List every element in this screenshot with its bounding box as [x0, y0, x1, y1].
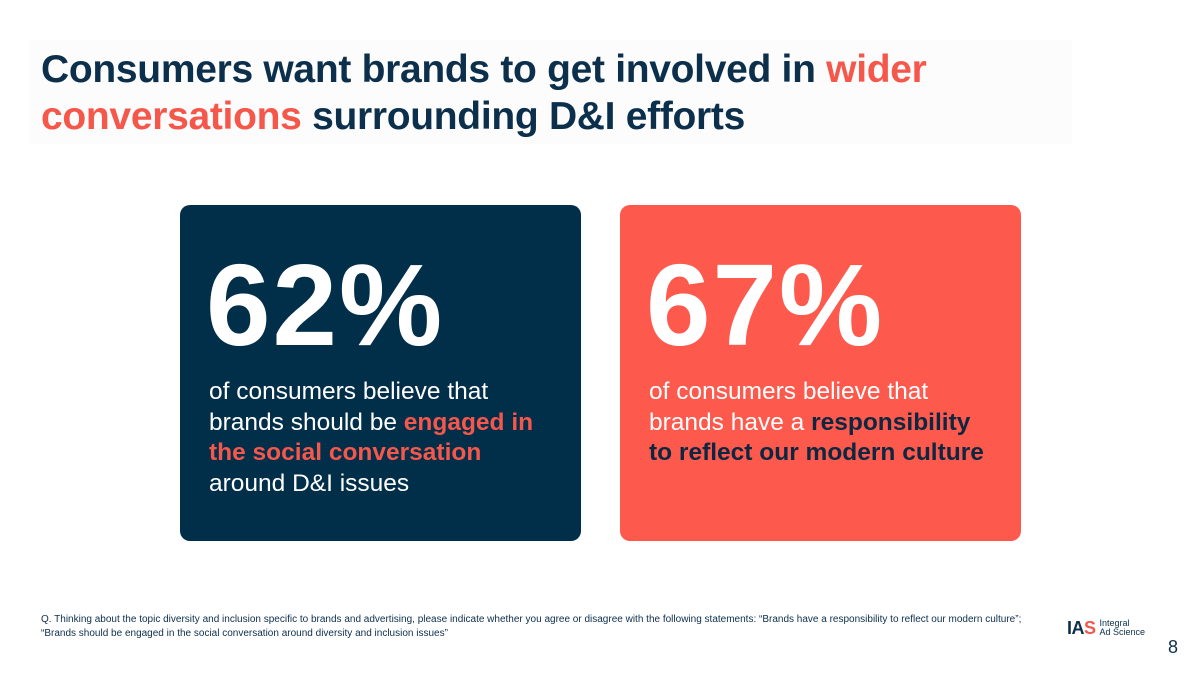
- title-highlight: wider conversations: [41, 48, 927, 138]
- ias-logo: IAS Integral Ad Science: [1067, 616, 1157, 640]
- ias-logo-s: S: [1084, 617, 1096, 638]
- ias-logo-wordmark: Integral Ad Science: [1100, 619, 1146, 637]
- stat-description-emphasis: engaged in the social conversation: [209, 408, 534, 467]
- survey-question-footnote: Q. Thinking about the topic diversity an…: [41, 614, 1022, 639]
- ias-logo-line-2: Ad Science: [1099, 627, 1146, 637]
- slide-title: Consumers want brands to get involved in…: [41, 46, 1061, 140]
- stat-description-text: of consumers believe that brands should …: [209, 378, 489, 436]
- title-part-2: surrounding D&I efforts: [301, 95, 745, 138]
- title-background: [30, 40, 1072, 144]
- stat-description-emphasis: responsibility to reflect our modern cul…: [649, 408, 984, 467]
- ias-logo-mark: IAS: [1067, 618, 1096, 639]
- ias-logo-line-1: Integral: [1099, 618, 1130, 628]
- stat-card-engaged: 62% of consumers believe that brands sho…: [180, 205, 581, 541]
- title-part-1: Consumers want brands to get involved in: [41, 48, 827, 91]
- stat-card-responsibility: 67% of consumers believe that brands hav…: [620, 205, 1021, 541]
- stat-description-text-end: around D&I issues: [209, 469, 410, 497]
- stat-description: of consumers believe that brands have a …: [649, 377, 999, 469]
- stat-value: 62%: [206, 240, 445, 370]
- stat-description-text: of consumers believe that brands have a: [649, 378, 929, 436]
- page-number: 8: [1168, 637, 1179, 657]
- stat-value: 67%: [646, 240, 885, 370]
- ias-logo-letters: IA: [1067, 617, 1085, 638]
- stat-description: of consumers believe that brands should …: [209, 377, 559, 499]
